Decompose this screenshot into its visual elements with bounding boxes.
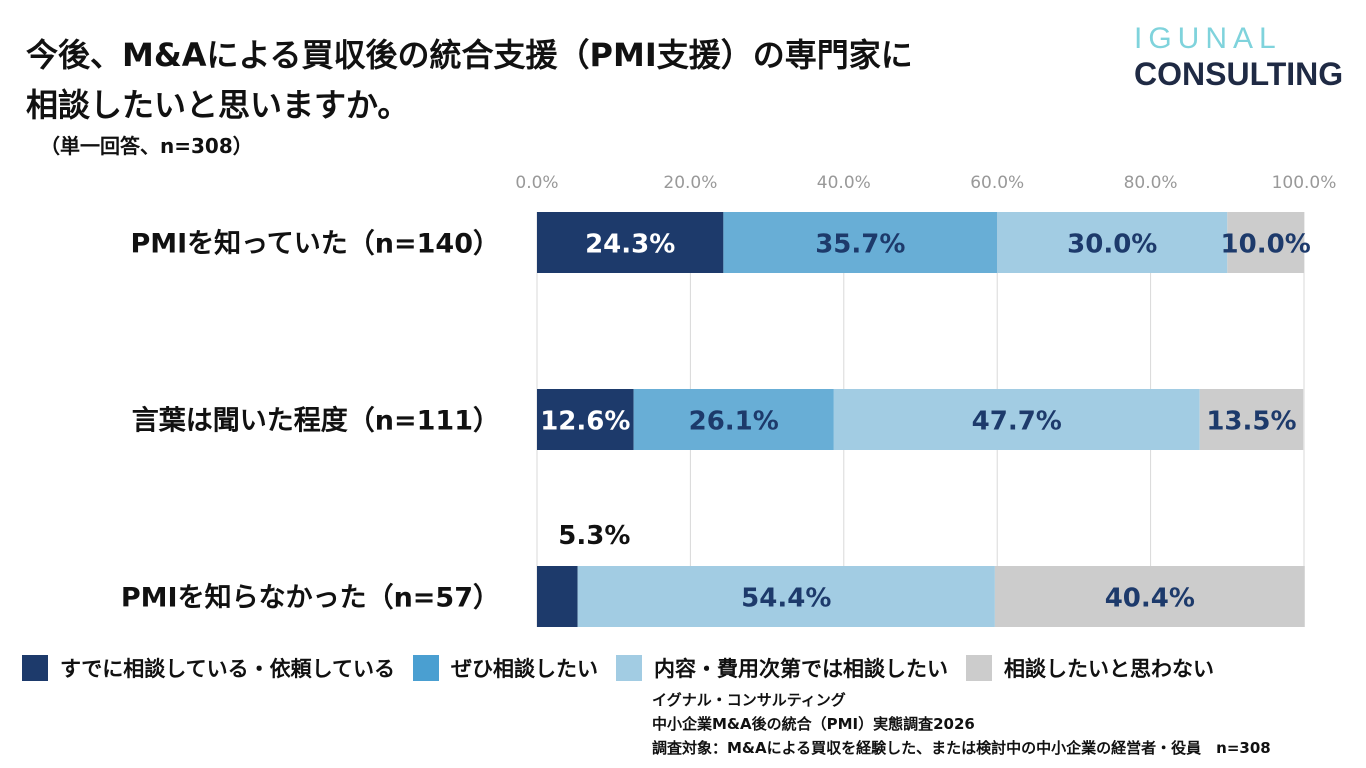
legend-swatch bbox=[22, 655, 48, 681]
source-footnote: イグナル・コンサルティング 中小企業M&A後の統合（PMI）実態調査2026 調… bbox=[652, 688, 1352, 760]
footnote-survey: 中小企業M&A後の統合（PMI）実態調査2026 bbox=[652, 715, 975, 733]
legend-item-not-interested: 相談したいと思わない bbox=[965, 653, 1214, 683]
chart-title: 今後、M&Aによる買収後の統合支援（PMI支援）の専門家に 相談したいと思います… bbox=[26, 30, 1026, 130]
legend-label: すでに相談している・依頼している bbox=[60, 657, 395, 681]
chart-legend: すでに相談している・依頼している ぜひ相談したい 内容・費用次第では相談したい … bbox=[22, 652, 1232, 684]
category-label: PMIを知っていた（n=140） bbox=[130, 229, 500, 260]
footnote-target: 調査対象：M&Aによる買収を経験した、または検討中の中小企業の経営者・役員 n=… bbox=[652, 739, 1271, 757]
data-label: 10.0% bbox=[1221, 230, 1311, 260]
bar-segment bbox=[537, 212, 724, 273]
x-tick-label: 0.0% bbox=[515, 173, 558, 193]
title-line-1: 今後、M&Aによる買収後の統合支援（PMI支援）の専門家に bbox=[26, 36, 913, 74]
bar-segment bbox=[577, 566, 995, 627]
legend-swatch bbox=[615, 655, 642, 681]
bar-segment bbox=[997, 212, 1228, 273]
data-label: 24.3% bbox=[585, 230, 675, 260]
title-line-2: 相談したいと思いますか。 bbox=[26, 86, 410, 124]
data-label: 12.6% bbox=[540, 407, 630, 437]
legend-item-definitely: ぜひ相談したい bbox=[412, 653, 598, 683]
legend-label: ぜひ相談したい bbox=[450, 657, 598, 681]
chart-subtitle: （単一回答、n=308） bbox=[40, 134, 253, 158]
stacked-bar-chart: 0.0% 20.0% 40.0% 60.0% 80.0% 100.0% PMIを知っていた（… bbox=[121, 173, 1337, 627]
category-label: PMIを知らなかった（n=57） bbox=[121, 583, 500, 614]
bar-segment bbox=[1227, 212, 1304, 273]
data-label: 5.3% bbox=[558, 521, 630, 551]
x-tick-label: 80.0% bbox=[1124, 173, 1178, 193]
data-label: 13.5% bbox=[1206, 407, 1296, 437]
logo-line-1: IGUNAL bbox=[1134, 22, 1282, 55]
data-label: 26.1% bbox=[689, 407, 779, 437]
company-logo: IGUNAL CONSULTING bbox=[1134, 22, 1343, 92]
bar-segment bbox=[537, 389, 634, 450]
data-label: 40.4% bbox=[1105, 584, 1195, 614]
legend-label: 内容・費用次第では相談したい bbox=[653, 657, 948, 681]
data-label: 54.4% bbox=[741, 584, 831, 614]
x-tick-label: 20.0% bbox=[663, 173, 717, 193]
data-label: 30.0% bbox=[1067, 230, 1157, 260]
bar-segment bbox=[1199, 389, 1304, 450]
bar-segment bbox=[723, 212, 998, 273]
legend-swatch bbox=[965, 655, 992, 681]
category-label: 言葉は聞いた程度（n=111） bbox=[132, 405, 500, 437]
bar-segment bbox=[537, 566, 578, 627]
bar-segment bbox=[633, 389, 834, 450]
footnote-source: イグナル・コンサルティング bbox=[652, 691, 846, 709]
x-tick-label: 60.0% bbox=[970, 173, 1024, 193]
data-label: 35.7% bbox=[815, 230, 905, 260]
logo-line-2: CONSULTING bbox=[1134, 56, 1344, 92]
x-tick-label: 100.0% bbox=[1272, 173, 1337, 193]
bar-segment bbox=[833, 389, 1200, 450]
legend-swatch bbox=[412, 655, 439, 681]
legend-item-depends: 内容・費用次第では相談したい bbox=[615, 653, 948, 683]
x-tick-label: 40.0% bbox=[817, 173, 871, 193]
bar-segment bbox=[994, 566, 1305, 627]
legend-item-already-consulting: すでに相談している・依頼している bbox=[22, 653, 395, 683]
legend-label: 相談したいと思わない bbox=[1003, 657, 1214, 681]
data-label: 47.7% bbox=[972, 407, 1062, 437]
